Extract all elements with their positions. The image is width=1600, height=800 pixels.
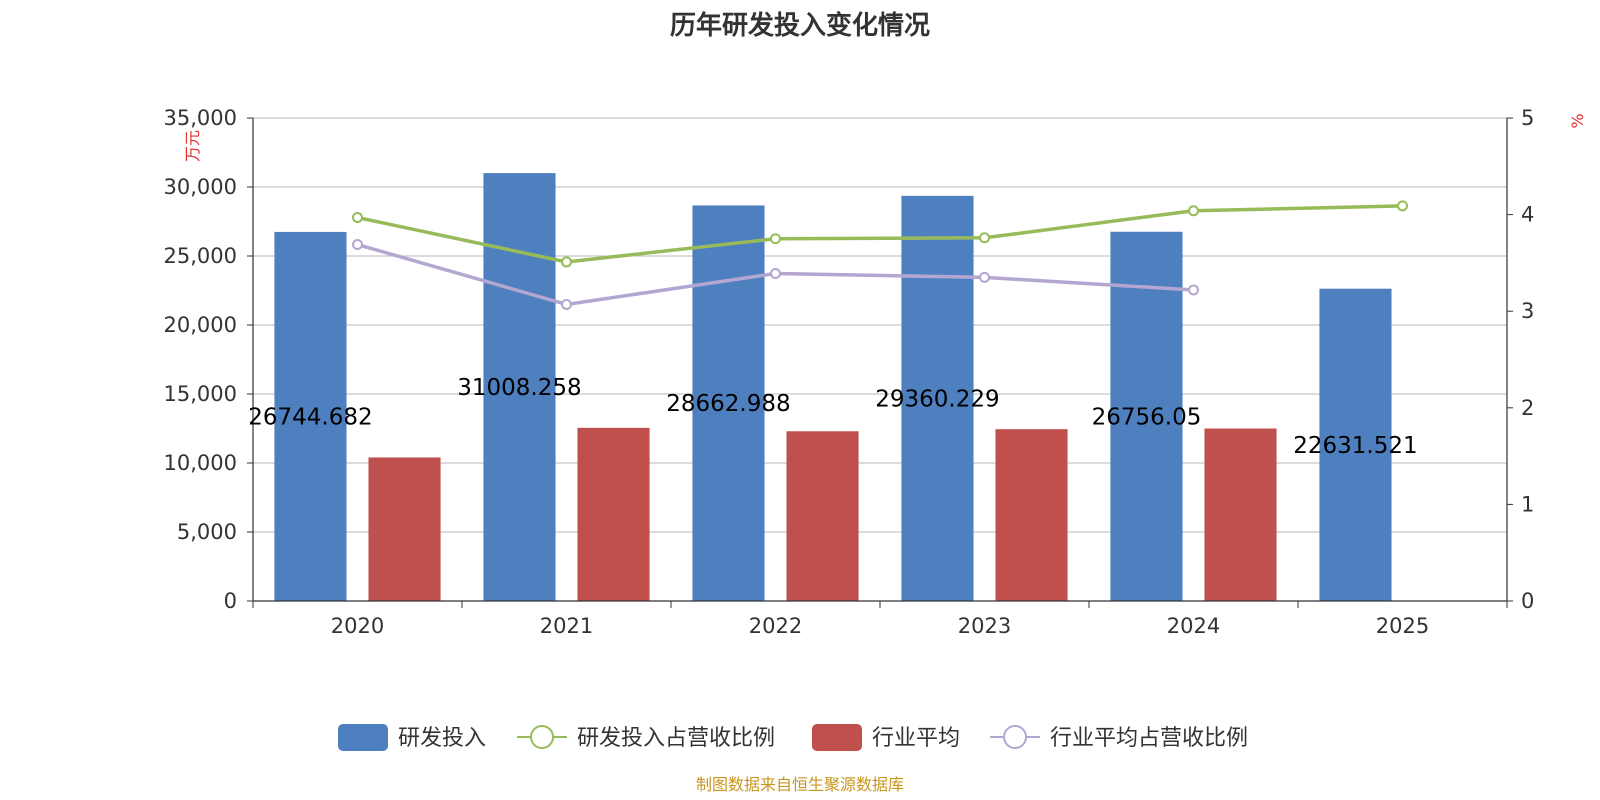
right-axis-tick-label: 2 [1521, 396, 1534, 420]
line-point [561, 298, 572, 310]
bar [692, 205, 765, 602]
bar-data-label: 26756.05 [1092, 404, 1202, 430]
line-point [1188, 205, 1199, 217]
x-axis-tick-label: 2020 [331, 614, 384, 638]
bar [1319, 288, 1392, 601]
legend-label: 行业平均 [872, 726, 960, 751]
bars-group [274, 173, 1392, 602]
legend-label: 研发投入占营收比例 [577, 726, 775, 751]
line-point [1397, 200, 1408, 212]
bar [483, 173, 556, 601]
bar-data-label: 31008.258 [457, 375, 581, 401]
bar-data-label: 28662.988 [666, 391, 790, 417]
right-axis-tick-label: 5 [1521, 106, 1534, 130]
right-axis-tick-label: 0 [1521, 589, 1534, 613]
x-axis-tick-label: 2024 [1167, 614, 1220, 638]
line-point [352, 239, 363, 251]
bar [901, 195, 974, 601]
left-axis-tick-label: 0 [224, 589, 237, 613]
bar [1204, 428, 1277, 601]
right-axis-tick-label: 1 [1521, 492, 1534, 516]
right-axis-tick-label: 3 [1521, 299, 1534, 323]
left-axis-tick-label: 35,000 [164, 106, 237, 130]
bar [786, 431, 859, 601]
left-axis-tick-label: 30,000 [164, 175, 237, 199]
bar [1110, 231, 1183, 601]
legend-label: 行业平均占营收比例 [1050, 726, 1248, 751]
legend-swatch [812, 724, 862, 751]
line-point [1188, 284, 1199, 296]
x-axis-tick-label: 2025 [1376, 614, 1429, 638]
left-axis-tick-label: 5,000 [177, 520, 237, 544]
line-point [979, 271, 990, 283]
left-axis-tick-label: 15,000 [164, 382, 237, 406]
bar-data-label: 29360.229 [875, 386, 999, 412]
bar [577, 427, 650, 601]
line-point [770, 233, 781, 245]
legend-marker [530, 725, 554, 749]
data-labels-group: 26744.682 31008.258 28662.988 29360.229 2675… [248, 375, 1417, 459]
left-axis-tick-label: 10,000 [164, 451, 237, 475]
left-axis-unit: 万元 [183, 130, 202, 162]
x-axis-tick-label: 2021 [540, 614, 593, 638]
line-point [561, 256, 572, 268]
lines-group [352, 200, 1408, 310]
x-axis-tick-label: 2022 [749, 614, 802, 638]
legend-marker [1003, 725, 1027, 749]
bar-data-label: 22631.521 [1293, 433, 1417, 459]
left-axis-tick-label: 20,000 [164, 313, 237, 337]
bar [995, 429, 1068, 601]
line-point [979, 232, 990, 244]
line-point [770, 268, 781, 280]
right-axis-unit: % [1568, 113, 1587, 128]
source-note: 制图数据来自恒生聚源数据库 [696, 775, 904, 794]
bar-data-label: 26744.682 [248, 404, 372, 430]
left-axis-tick-label: 25,000 [164, 244, 237, 268]
axes-group: 0 5,000 10,000 15,000 20,000 25,000 30,000 35,0… [164, 106, 1535, 638]
legend-swatch [338, 724, 388, 751]
legend-label: 研发投入 [398, 726, 486, 751]
bar [368, 457, 441, 601]
grid-lines [253, 117, 1507, 533]
bar [274, 231, 347, 601]
legend: 研发投入 研发投入占营收比例 行业平均 行业平均占营收比例 [338, 724, 1248, 751]
series-line [357, 204, 1403, 264]
line-point [352, 211, 363, 223]
x-axis-tick-label: 2023 [958, 614, 1011, 638]
right-axis-tick-label: 4 [1521, 203, 1534, 227]
chart-title: 历年研发投入变化情况 [670, 10, 930, 41]
